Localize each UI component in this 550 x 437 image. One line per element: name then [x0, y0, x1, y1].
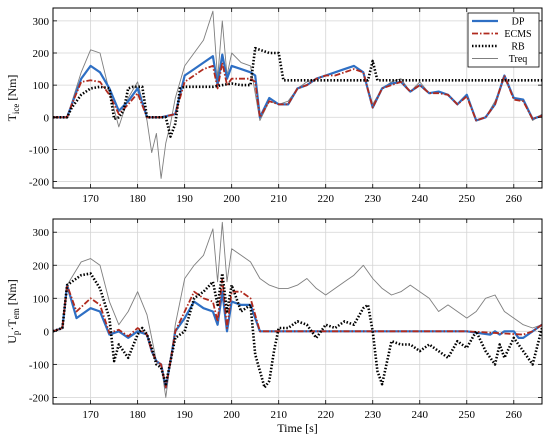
series-line-ecms [53, 277, 542, 389]
y-axis-label: Tice [Nm] [5, 75, 21, 122]
x-tick-label: 210 [270, 193, 287, 205]
x-tick-label: 240 [412, 409, 429, 421]
y-tick-label: 100 [33, 80, 50, 92]
x-tick-label: 170 [82, 193, 99, 205]
x-tick-label: 230 [364, 193, 381, 205]
axes-frame [52, 218, 543, 405]
series-line-treq [53, 221, 542, 398]
x-tick-label: 260 [506, 193, 523, 205]
x-tick-label: 250 [459, 409, 476, 421]
series-line-rb [53, 272, 542, 389]
y-tick-label: 100 [33, 293, 50, 305]
x-tick-label: 170 [82, 409, 99, 421]
legend-label-dp: DP [512, 17, 525, 28]
y-tick-label: 200 [33, 260, 50, 272]
x-tick-label: 200 [223, 409, 240, 421]
x-tick-label: 210 [270, 409, 287, 421]
x-tick-label: 250 [459, 193, 476, 205]
y-axis-label: Up·Tem [Nm] [5, 279, 21, 344]
axes-frame [52, 7, 543, 189]
x-tick-label: 220 [317, 193, 334, 205]
series-line-rb [53, 46, 542, 138]
y-tick-label: 200 [33, 48, 50, 60]
y-tick-label: 0 [44, 326, 50, 338]
legend-label-rb: RB [511, 42, 525, 53]
x-tick-label: 220 [317, 409, 334, 421]
bottom-panel-em-torque: 170 180 190 200 210 220 230 240 250 260 -200 -100 0 1… [5, 218, 543, 435]
x-tick-label: 190 [176, 193, 193, 205]
series-line-ecms [53, 61, 542, 122]
x-tick-label: 260 [506, 409, 523, 421]
y-tick-label: -200 [29, 177, 50, 189]
y-tick-label: -200 [29, 392, 50, 404]
x-tick-label: 180 [129, 409, 146, 421]
y-tick-label: 300 [33, 227, 50, 239]
x-tick-label: 180 [129, 193, 146, 205]
x-axis-label: Time [s] [277, 421, 318, 435]
legend-label-treq: Treq [509, 54, 528, 65]
legend-label-ecms: ECMS [504, 29, 531, 40]
x-tick-label: 240 [412, 193, 429, 205]
x-tick-label: 200 [223, 193, 240, 205]
y-tick-label: -100 [29, 144, 50, 156]
y-tick-label: 300 [33, 16, 50, 28]
top-panel-ice-torque: 170 180 190 200 210 220 230 240 250 260 -200 -100 0 1… [5, 7, 543, 205]
series-line-dp [53, 284, 542, 389]
x-tick-label: 230 [364, 409, 381, 421]
y-tick-label: 0 [44, 112, 50, 124]
y-tick-label: -100 [29, 359, 50, 371]
x-tick-label: 190 [176, 409, 193, 421]
